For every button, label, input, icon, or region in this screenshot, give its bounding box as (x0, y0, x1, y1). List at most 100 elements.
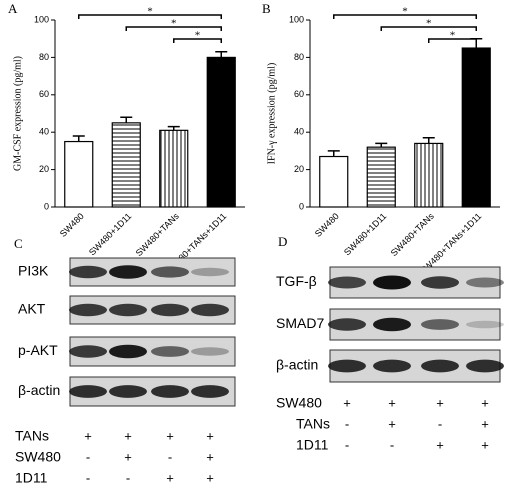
y-axis-title: GM-CSF expression (pg/ml) (12, 56, 23, 171)
bar (64, 140, 94, 208)
significance-bracket (428, 38, 477, 43)
error-bar (422, 137, 435, 144)
error-bar (120, 116, 133, 123)
condition-sign: + (166, 470, 174, 485)
y-tick-label: 100 (34, 14, 49, 24)
y-tick-label: 0 (44, 201, 49, 211)
error-bar (167, 125, 180, 131)
blot-band (191, 347, 229, 356)
x-tick-label: SW480 (58, 211, 86, 239)
condition-sign: - (438, 416, 442, 431)
condition-label: TANs (296, 416, 330, 432)
bar (319, 155, 349, 208)
y-tick-label: 80 (39, 52, 49, 62)
y-tick-label: 60 (294, 89, 304, 99)
blot-band (328, 359, 366, 373)
blot-band (191, 385, 229, 398)
x-tick-label: SW480 (313, 211, 341, 239)
condition-sign: + (481, 437, 489, 452)
blot-band (191, 267, 229, 277)
blot-band (69, 345, 107, 358)
blot-band (109, 303, 147, 317)
significance-bracket (125, 26, 222, 31)
blot-row-label: SMAD7 (276, 315, 324, 331)
condition-label: SW480 (276, 395, 322, 411)
condition-sign: - (168, 449, 172, 464)
condition-label: 1D11 (15, 470, 48, 486)
blot-band (466, 320, 504, 329)
blot-band (373, 317, 411, 332)
blot-band (373, 359, 411, 373)
significance-label: * (450, 30, 456, 42)
bar (206, 56, 236, 208)
panel-label: D (278, 234, 287, 249)
bar (461, 47, 491, 208)
significance-label: * (171, 18, 177, 30)
blot-band (421, 319, 459, 330)
condition-sign: + (206, 428, 214, 443)
condition-label: SW480 (15, 449, 61, 465)
blot-band (466, 277, 504, 288)
condition-sign: + (436, 395, 444, 410)
blot-band (151, 346, 189, 357)
x-tick-label: SW480+1D11 (87, 211, 133, 257)
condition-sign: + (166, 428, 174, 443)
y-tick-label: 40 (39, 127, 49, 137)
error-bar (215, 51, 228, 58)
blot-row-label: AKT (18, 301, 46, 317)
blot-band (109, 385, 147, 398)
condition-sign: - (86, 449, 90, 464)
condition-sign: + (388, 416, 396, 431)
condition-sign: + (436, 437, 444, 452)
condition-sign: - (126, 470, 130, 485)
error-bar (375, 142, 388, 148)
blot-band (151, 385, 189, 398)
condition-sign: + (481, 395, 489, 410)
bar (366, 146, 396, 208)
error-bar (72, 135, 85, 142)
blot-band (69, 303, 107, 317)
condition-label: 1D11 (296, 437, 329, 453)
condition-sign: + (206, 470, 214, 485)
y-tick-label: 60 (39, 89, 49, 99)
significance-label: * (147, 6, 153, 18)
blot-row-label: β-actin (18, 382, 60, 398)
panel-label: A (8, 1, 18, 16)
blot-band (151, 303, 189, 317)
x-tick-label: SW480+1D11 (342, 211, 388, 257)
error-bar (327, 150, 340, 157)
y-tick-label: 100 (289, 14, 304, 24)
condition-sign: + (124, 428, 132, 443)
blot-band (328, 318, 366, 331)
panel-label: B (262, 1, 271, 16)
y-tick-label: 80 (294, 52, 304, 62)
condition-sign: + (481, 416, 489, 431)
x-tick-label: SW480+TANs (134, 211, 181, 258)
significance-bracket (380, 26, 477, 31)
significance-label: * (426, 18, 432, 30)
significance-bracket (173, 38, 222, 43)
bar (414, 142, 444, 208)
condition-label: TANs (15, 428, 49, 444)
y-axis-title: IFN-γ expression (pg/ml) (266, 63, 277, 165)
condition-sign: + (206, 449, 214, 464)
significance-label: * (195, 30, 201, 42)
blot-band (69, 385, 107, 398)
condition-sign: - (345, 416, 349, 431)
y-tick-label: 20 (39, 164, 49, 174)
condition-sign: + (388, 395, 396, 410)
bar (111, 122, 141, 208)
x-tick-label: SW480+TANs (389, 211, 436, 258)
y-tick-label: 40 (294, 127, 304, 137)
blot-row-label: TGF-β (276, 273, 317, 289)
blot-band (69, 265, 107, 279)
blot-row-label: p-AKT (18, 342, 58, 358)
condition-sign: - (345, 437, 349, 452)
blot-band (151, 266, 189, 278)
significance-bracket (333, 14, 477, 19)
y-tick-label: 0 (299, 201, 304, 211)
blot-band (109, 344, 147, 359)
blot-row-label: β-actin (276, 357, 318, 373)
significance-label: * (402, 6, 408, 18)
